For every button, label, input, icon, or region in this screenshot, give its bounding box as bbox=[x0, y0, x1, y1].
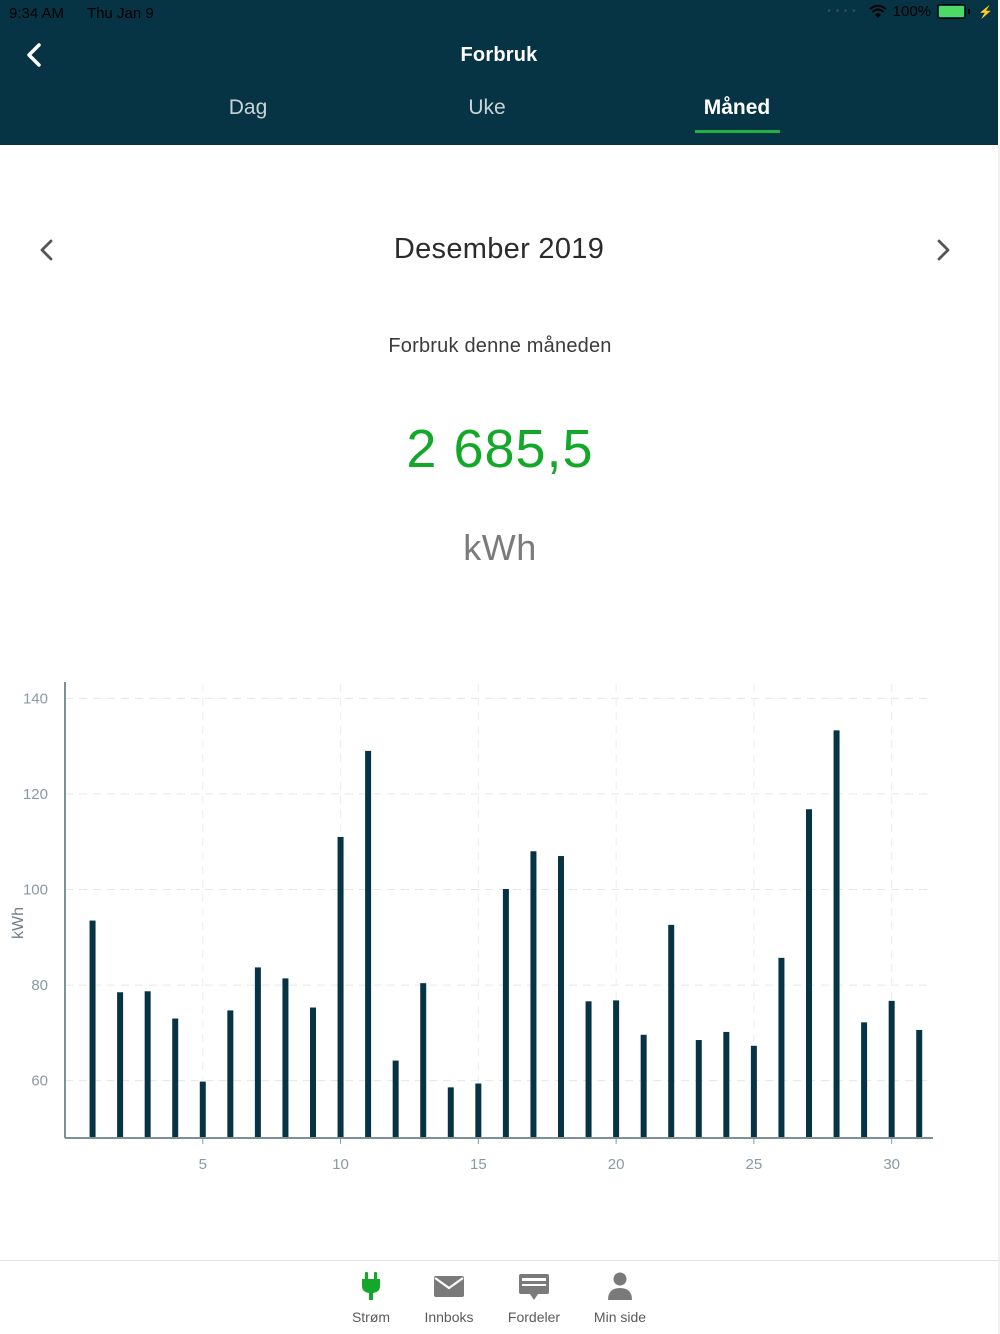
chevron-right-icon bbox=[937, 239, 950, 261]
battery-percent: 100% bbox=[892, 3, 932, 20]
period-tabs: Dag Uke Måned bbox=[0, 92, 998, 145]
bar-day-4 bbox=[172, 1018, 179, 1138]
bar-day-15 bbox=[475, 1083, 482, 1138]
bar-day-28 bbox=[833, 730, 840, 1138]
battery-tip-icon bbox=[968, 9, 971, 14]
nav-fordeler[interactable]: Fordeler bbox=[494, 1269, 574, 1325]
bar-day-27 bbox=[806, 809, 812, 1138]
nav-label: Fordeler bbox=[507, 1309, 561, 1325]
bar-day-24 bbox=[723, 1031, 730, 1138]
header-title: Forbruk bbox=[460, 44, 538, 66]
bar-day-18 bbox=[558, 856, 564, 1138]
status-time: 9:34 AM bbox=[9, 5, 65, 22]
person-icon bbox=[608, 1272, 632, 1300]
bar-day-1 bbox=[89, 920, 96, 1138]
tab-dag[interactable]: Dag bbox=[228, 96, 268, 119]
envelope-icon bbox=[434, 1276, 464, 1297]
tab-maned[interactable]: Måned bbox=[703, 96, 771, 119]
bar-day-25 bbox=[750, 1045, 757, 1138]
x-tick-label: 20 bbox=[608, 1156, 625, 1173]
usage-total-value: 2 685,5 bbox=[406, 419, 594, 479]
bar-day-30 bbox=[888, 1000, 895, 1138]
tab-uke[interactable]: Uke bbox=[468, 96, 506, 119]
bar-day-22 bbox=[668, 924, 675, 1138]
bar-day-26 bbox=[778, 957, 785, 1138]
bar-day-8 bbox=[282, 978, 289, 1138]
bar-day-23 bbox=[695, 1040, 702, 1138]
x-tick-label: 5 bbox=[199, 1156, 207, 1173]
nav-innboks[interactable]: Innboks bbox=[409, 1269, 489, 1325]
bar-day-3 bbox=[144, 991, 151, 1138]
x-tick-label: 10 bbox=[332, 1156, 349, 1173]
charging-icon: ⚡ bbox=[978, 4, 993, 19]
status-bar: 9:34 AM Thu Jan 9 • • • • 100% ⚡ bbox=[0, 0, 998, 28]
nav-label: Innboks bbox=[424, 1309, 474, 1325]
signal-dots-icon: • • • • bbox=[827, 6, 857, 17]
x-tick-label: 25 bbox=[746, 1156, 763, 1173]
usage-unit: kWh bbox=[463, 527, 537, 568]
next-month-button[interactable] bbox=[930, 237, 956, 263]
bar-day-14 bbox=[447, 1087, 454, 1138]
usage-caption: Forbruk denne måneden bbox=[388, 335, 612, 357]
bar-day-31 bbox=[916, 1029, 923, 1138]
nav-min-side[interactable]: Min side bbox=[580, 1269, 660, 1325]
bar-day-20 bbox=[613, 1000, 620, 1138]
chevron-left-icon bbox=[27, 43, 41, 67]
wifi-icon bbox=[869, 4, 887, 18]
status-date: Thu Jan 9 bbox=[87, 5, 154, 22]
bar-day-11 bbox=[365, 750, 372, 1138]
bar-day-29 bbox=[861, 1022, 868, 1138]
bar-day-16 bbox=[502, 889, 509, 1138]
nav-label: Strøm bbox=[351, 1309, 391, 1325]
x-tick-label: 15 bbox=[470, 1156, 487, 1173]
bar-day-17 bbox=[530, 851, 537, 1138]
chart-svg: 60 80 100 120 140 5 10 15 20 25 30 kWh bbox=[10, 682, 933, 1173]
previous-month-button[interactable] bbox=[34, 237, 60, 263]
daily-usage-chart: 60 80 100 120 140 5 10 15 20 25 30 kWh bbox=[0, 670, 998, 1180]
plug-icon bbox=[362, 1272, 380, 1300]
y-axis-title: kWh bbox=[10, 907, 27, 939]
bar-day-13 bbox=[420, 983, 427, 1138]
bar-day-19 bbox=[585, 1001, 592, 1138]
gift-card-icon bbox=[519, 1274, 549, 1300]
screen-edge bbox=[998, 145, 1000, 1334]
y-tick-label: 140 bbox=[23, 690, 48, 707]
bar-day-6 bbox=[227, 1010, 234, 1138]
bar-day-10 bbox=[337, 836, 344, 1138]
active-tab-indicator bbox=[695, 130, 780, 133]
app-header: 9:34 AM Thu Jan 9 • • • • 100% ⚡ Forbruk… bbox=[0, 0, 998, 145]
bar-day-9 bbox=[310, 1007, 316, 1138]
month-navigator: Desember 2019 bbox=[0, 225, 998, 275]
bar-day-2 bbox=[117, 992, 124, 1138]
nav-label: Min side bbox=[593, 1309, 647, 1325]
bottom-navigation: Strøm Innboks Fordeler Min side bbox=[0, 1260, 998, 1334]
y-tick-label: 80 bbox=[31, 977, 48, 994]
nav-strom[interactable]: Strøm bbox=[331, 1269, 411, 1325]
y-tick-label: 120 bbox=[23, 786, 48, 803]
x-tick-label: 30 bbox=[883, 1156, 900, 1173]
chevron-left-icon bbox=[40, 239, 53, 261]
bar-day-12 bbox=[392, 1060, 399, 1138]
bar-day-5 bbox=[199, 1081, 206, 1138]
bar-day-21 bbox=[640, 1034, 647, 1138]
y-tick-label: 100 bbox=[23, 881, 48, 898]
back-button[interactable] bbox=[20, 40, 50, 70]
status-indicators: • • • • 100% ⚡ bbox=[827, 3, 993, 20]
month-label: Desember 2019 bbox=[393, 233, 605, 265]
y-tick-label: 60 bbox=[31, 1073, 48, 1090]
bar-day-7 bbox=[254, 967, 261, 1138]
battery-icon bbox=[937, 4, 967, 19]
